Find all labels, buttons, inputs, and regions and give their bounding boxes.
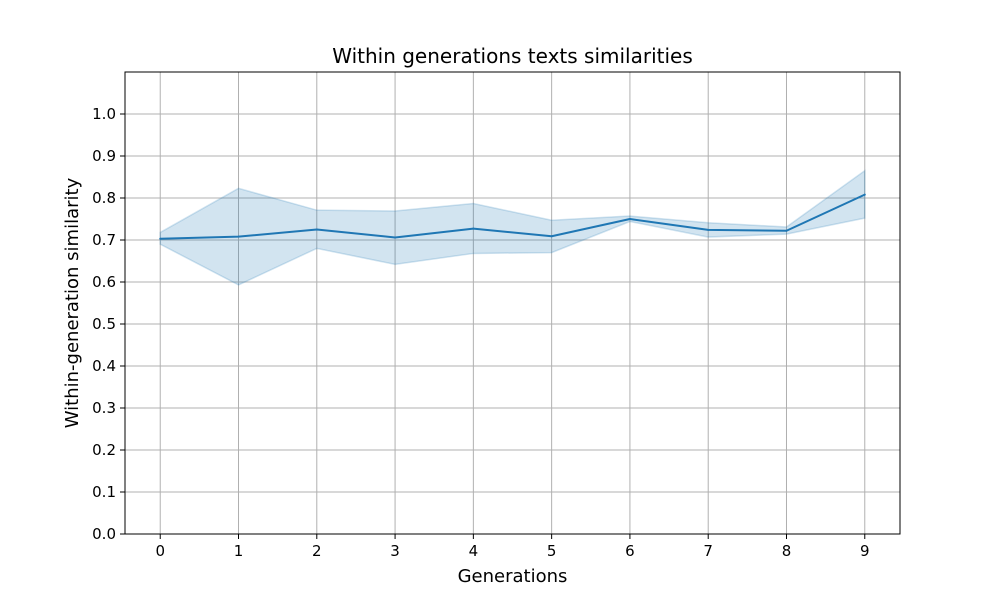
confidence-band bbox=[159, 169, 866, 286]
x-axis-label: Generations bbox=[458, 566, 568, 587]
y-tick-label: 0.6 bbox=[92, 273, 116, 291]
y-tick-label: 0.1 bbox=[92, 483, 116, 501]
y-tick-label: 0.9 bbox=[92, 147, 116, 165]
series-line bbox=[160, 193, 866, 240]
confidence-band-layer bbox=[159, 169, 866, 286]
data-point bbox=[707, 228, 710, 231]
plot-frame bbox=[124, 71, 901, 535]
y-tick-label: 0.8 bbox=[92, 189, 116, 207]
y-tick-label: 0.4 bbox=[92, 357, 116, 375]
x-tick-label: 4 bbox=[469, 542, 479, 560]
data-point bbox=[550, 235, 553, 238]
x-tick-label: 9 bbox=[860, 542, 870, 560]
data-point bbox=[315, 228, 318, 231]
x-tick-label: 6 bbox=[625, 542, 635, 560]
x-tick-label: 0 bbox=[155, 542, 165, 560]
x-tick-label: 5 bbox=[547, 542, 557, 560]
data-point bbox=[628, 218, 631, 220]
x-tick-label: 2 bbox=[312, 542, 322, 560]
y-axis-ticks: 0.0 0.1 0.2 0.3 0.4 0.5 0.6 0.7 0.8 0.9 1.0 bbox=[92, 105, 125, 543]
data-point bbox=[394, 236, 397, 239]
y-tick-label: 0.7 bbox=[92, 231, 116, 249]
x-tick-label: 3 bbox=[390, 542, 400, 560]
y-tick-label: 0.3 bbox=[92, 399, 116, 417]
chart-title: Within generations texts similarities bbox=[332, 44, 693, 68]
y-tick-label: 0.2 bbox=[92, 441, 116, 459]
y-axis-label: Within-generation similarity bbox=[62, 177, 83, 428]
y-tick-label: 0.5 bbox=[92, 315, 116, 333]
data-point bbox=[863, 193, 866, 196]
y-tick-label: 0.0 bbox=[92, 525, 116, 543]
x-axis-ticks: 0 1 2 3 4 5 6 7 8 9 bbox=[155, 534, 870, 560]
y-tick-label: 1.0 bbox=[92, 105, 116, 123]
series-line-layer bbox=[159, 193, 866, 240]
data-point bbox=[472, 227, 475, 230]
x-tick-label: 8 bbox=[782, 542, 792, 560]
data-point bbox=[785, 229, 788, 232]
x-tick-label: 1 bbox=[234, 542, 244, 560]
plot-area bbox=[125, 72, 900, 534]
x-tick-label: 7 bbox=[703, 542, 713, 560]
data-point bbox=[237, 235, 240, 238]
data-point bbox=[159, 237, 162, 240]
